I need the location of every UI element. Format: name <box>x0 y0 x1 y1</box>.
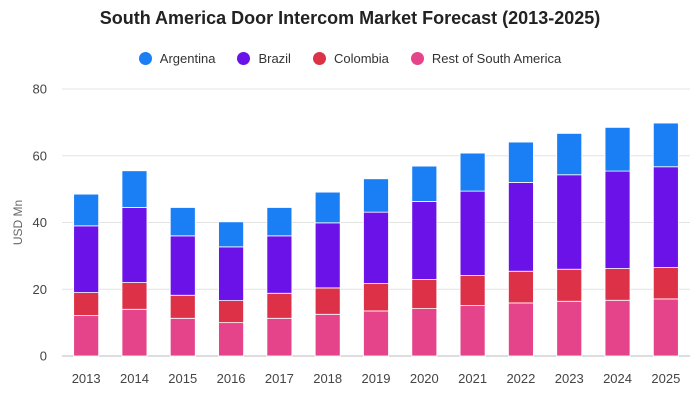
y-tick-label: 0 <box>40 349 47 364</box>
bar-argentina-2013 <box>73 193 100 227</box>
bar-rest-of-south-america-2024 <box>604 299 631 357</box>
y-tick-label: 60 <box>33 148 47 163</box>
x-tick-label: 2016 <box>217 371 246 386</box>
bar-brazil-2013 <box>73 225 100 293</box>
legend-item-argentina[interactable]: Argentina <box>138 51 216 66</box>
x-tick-label: 2014 <box>120 371 149 386</box>
x-tick-label: 2023 <box>555 371 584 386</box>
bar-colombia-2025 <box>652 267 679 300</box>
legend-label: Colombia <box>333 51 389 66</box>
bar-colombia-2016 <box>218 300 244 324</box>
chart-title: South America Door Intercom Market Forec… <box>99 8 601 28</box>
bar-argentina-2017 <box>266 207 293 237</box>
bar-brazil-2015 <box>169 235 196 296</box>
x-tick-label: 2024 <box>603 371 632 386</box>
bar-colombia-2022 <box>508 270 534 304</box>
bar-brazil-2014 <box>121 207 148 283</box>
bar-argentina-2016 <box>218 221 244 248</box>
bar-colombia-2020 <box>411 279 438 310</box>
bar-brazil-2021 <box>459 190 486 276</box>
bar-brazil-2019 <box>363 211 389 284</box>
bar-colombia-2018 <box>314 287 341 315</box>
bar-argentina-2018 <box>314 191 341 224</box>
legend-label: Rest of South America <box>431 51 562 66</box>
bar-brazil-2018 <box>314 222 341 289</box>
legend-swatch <box>410 52 424 65</box>
legend-swatch <box>237 52 251 65</box>
bar-brazil-2025 <box>652 166 679 268</box>
bar-colombia-2013 <box>73 292 100 317</box>
bar-rest-of-south-america-2019 <box>363 310 389 357</box>
bar-rest-of-south-america-2016 <box>218 322 244 357</box>
bar-rest-of-south-america-2023 <box>556 300 583 357</box>
x-tick-label: 2013 <box>72 371 101 386</box>
bar-colombia-2019 <box>363 283 389 312</box>
bar-colombia-2014 <box>121 282 148 310</box>
legend-item-colombia[interactable]: Colombia <box>312 51 389 66</box>
bar-colombia-2024 <box>604 268 631 301</box>
bar-colombia-2015 <box>169 294 196 319</box>
bar-colombia-2017 <box>266 292 293 319</box>
bar-argentina-2020 <box>411 165 438 202</box>
bar-brazil-2024 <box>604 170 631 269</box>
bar-argentina-2022 <box>508 141 534 183</box>
y-tick-label: 20 <box>33 282 47 297</box>
x-tick-label: 2018 <box>313 371 342 386</box>
bar-argentina-2021 <box>459 152 486 192</box>
legend-label: Brazil <box>258 51 291 66</box>
bar-colombia-2021 <box>459 275 486 307</box>
legend-label: Argentina <box>159 51 216 66</box>
bar-rest-of-south-america-2014 <box>121 308 148 357</box>
bar-argentina-2024 <box>604 126 631 172</box>
x-tick-label: 2025 <box>651 371 680 386</box>
bar-brazil-2023 <box>556 174 583 270</box>
bar-rest-of-south-america-2022 <box>508 302 534 357</box>
bar-argentina-2014 <box>121 170 148 208</box>
legend-swatch <box>138 52 152 65</box>
x-tick-label: 2019 <box>362 371 391 386</box>
bar-brazil-2017 <box>266 235 293 294</box>
y-tick-label: 40 <box>33 215 47 230</box>
bar-rest-of-south-america-2017 <box>266 317 293 357</box>
bar-argentina-2019 <box>363 178 389 213</box>
bar-rest-of-south-america-2015 <box>169 317 196 357</box>
bar-brazil-2022 <box>508 182 534 272</box>
bar-colombia-2023 <box>556 268 583 302</box>
bar-argentina-2025 <box>652 122 679 168</box>
x-tick-label: 2015 <box>168 371 197 386</box>
bar-rest-of-south-america-2018 <box>314 313 341 357</box>
x-tick-label: 2021 <box>458 371 487 386</box>
chart-legend: Argentina Brazil Colombia Rest of South Ame… <box>0 51 700 66</box>
bar-argentina-2015 <box>169 207 196 237</box>
x-tick-label: 2020 <box>410 371 439 386</box>
bar-rest-of-south-america-2013 <box>73 315 100 357</box>
y-axis-title: USD Mn <box>11 200 25 245</box>
y-tick-label: 80 <box>33 82 47 97</box>
bar-argentina-2023 <box>556 132 583 176</box>
bar-rest-of-south-america-2025 <box>652 298 679 357</box>
bar-rest-of-south-america-2020 <box>411 308 438 357</box>
bar-rest-of-south-america-2021 <box>459 305 486 357</box>
legend-item-rest-of-south-america[interactable]: Rest of South America <box>410 51 562 66</box>
bar-brazil-2020 <box>411 201 438 280</box>
x-tick-label: 2017 <box>265 371 294 386</box>
x-tick-label: 2022 <box>506 371 535 386</box>
legend-swatch <box>312 52 326 65</box>
legend-item-brazil[interactable]: Brazil <box>237 51 291 66</box>
bar-brazil-2016 <box>218 246 244 301</box>
